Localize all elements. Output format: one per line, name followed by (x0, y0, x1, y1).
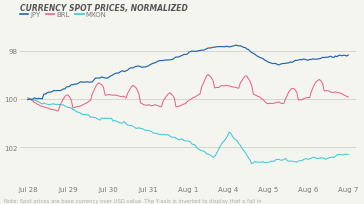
Text: Note: Spot prices are base currency over USD value. The Y-axis is inverted to di: Note: Spot prices are base currency over… (4, 198, 261, 203)
Legend: JPY, BRL, MXON: JPY, BRL, MXON (20, 12, 107, 18)
Text: CURRENCY SPOT PRICES, NORMALIZED: CURRENCY SPOT PRICES, NORMALIZED (20, 4, 187, 13)
